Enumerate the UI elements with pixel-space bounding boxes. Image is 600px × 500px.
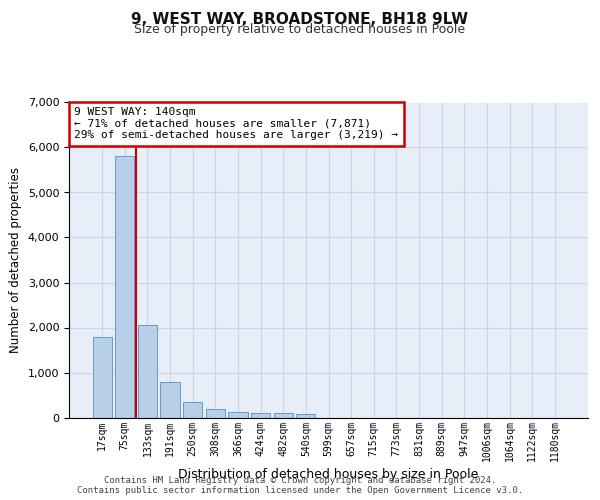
- Bar: [229, 412, 248, 418]
- X-axis label: Distribution of detached houses by size in Poole: Distribution of detached houses by size …: [178, 468, 479, 481]
- Bar: [206, 409, 225, 418]
- Text: Size of property relative to detached houses in Poole: Size of property relative to detached ho…: [134, 23, 466, 36]
- Text: 9, WEST WAY, BROADSTONE, BH18 9LW: 9, WEST WAY, BROADSTONE, BH18 9LW: [131, 12, 469, 28]
- Bar: [138, 325, 157, 418]
- Text: Contains HM Land Registry data © Crown copyright and database right 2024.
Contai: Contains HM Land Registry data © Crown c…: [77, 476, 523, 495]
- Bar: [296, 414, 316, 418]
- Bar: [274, 414, 293, 418]
- Bar: [160, 382, 180, 418]
- Bar: [115, 156, 134, 418]
- Bar: [92, 336, 112, 417]
- Bar: [183, 402, 202, 417]
- Text: 9 WEST WAY: 140sqm
← 71% of detached houses are smaller (7,871)
29% of semi-deta: 9 WEST WAY: 140sqm ← 71% of detached hou…: [74, 107, 398, 140]
- Bar: [251, 413, 270, 418]
- Y-axis label: Number of detached properties: Number of detached properties: [9, 167, 22, 353]
